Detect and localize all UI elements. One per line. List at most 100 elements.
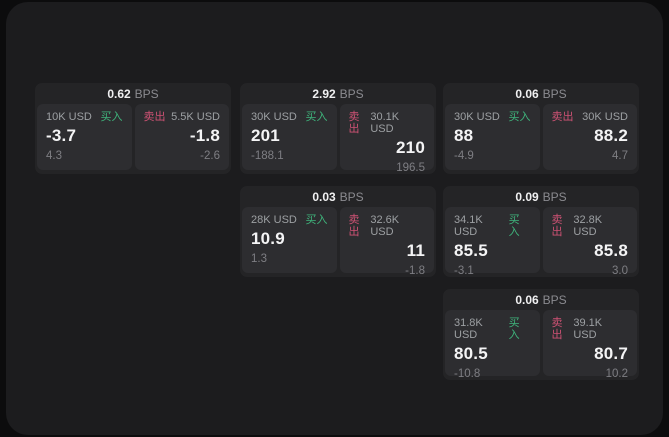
- sell-pane[interactable]: 卖出 32.8K USD 85.8 3.0: [542, 207, 637, 277]
- buy-pane[interactable]: 10K USD 买入 -3.7 4.3: [37, 104, 132, 170]
- sell-pane[interactable]: 卖出 39.1K USD 80.7 10.2: [542, 310, 637, 380]
- sell-amount: 30.1K USD: [370, 111, 400, 135]
- buy-side-label: 买入: [508, 111, 531, 123]
- buy-price: 85.5: [454, 241, 488, 260]
- sell-sub-value: -2.6: [200, 150, 220, 162]
- quote-body: 31.8K USD 买入 80.5 -10.8 卖出 39.1K USD 80.…: [443, 310, 639, 380]
- buy-amount: 28K USD: [251, 214, 297, 226]
- bps-unit-label: BPS: [542, 292, 567, 307]
- sell-amount: 5.5K USD: [171, 111, 220, 123]
- buy-sub-value: 4.3: [46, 150, 62, 162]
- bps-unit-label: BPS: [542, 189, 567, 204]
- sell-price: -1.8: [189, 126, 220, 145]
- sell-price: 210: [396, 138, 425, 157]
- sell-pane-header: 卖出 39.1K USD: [552, 317, 629, 341]
- bps-unit-label: BPS: [542, 86, 567, 101]
- buy-pane-header: 34.1K USD 买入: [454, 214, 531, 238]
- bps-header: 2.92 BPS: [240, 83, 436, 104]
- buy-amount: 34.1K USD: [454, 214, 483, 238]
- sell-side-label: 卖出: [551, 214, 563, 238]
- buy-amount: 31.8K USD: [454, 317, 483, 341]
- buy-price: 10.9: [251, 229, 285, 248]
- buy-side-label: 买入: [305, 214, 328, 226]
- sell-sub-value: -1.8: [405, 265, 425, 277]
- sell-pane-header: 卖出 32.8K USD: [552, 214, 629, 238]
- sell-amount: 32.8K USD: [573, 214, 603, 238]
- sell-sub-value: 196.5: [396, 162, 425, 174]
- quote-body: 30K USD 买入 88 -4.9 卖出 30K USD 88.2 4.7: [443, 104, 639, 170]
- quote-card[interactable]: 0.09 BPS 34.1K USD 买入 85.5 -3.1 卖出 32.8K…: [443, 186, 639, 277]
- buy-price: 201: [251, 126, 280, 145]
- sell-pane-header: 卖出 30.1K USD: [349, 111, 426, 135]
- buy-side-label: 买入: [508, 317, 520, 341]
- sell-sub-value: 10.2: [605, 368, 628, 380]
- bps-header: 0.03 BPS: [240, 186, 436, 207]
- bps-header: 0.62 BPS: [35, 83, 231, 104]
- sell-price: 85.8: [594, 241, 628, 260]
- buy-price: 80.5: [454, 344, 488, 363]
- sell-side-label: 卖出: [551, 111, 574, 123]
- bps-value: 2.92: [312, 86, 336, 101]
- buy-side-label: 买入: [508, 214, 520, 238]
- quote-body: 30K USD 买入 201 -188.1 卖出 30.1K USD 210 1…: [240, 104, 436, 174]
- buy-pane[interactable]: 30K USD 买入 88 -4.9: [445, 104, 540, 170]
- buy-price: 88: [454, 126, 474, 145]
- sell-amount: 32.6K USD: [370, 214, 400, 238]
- bps-unit-label: BPS: [134, 86, 159, 101]
- quote-card[interactable]: 0.06 BPS 31.8K USD 买入 80.5 -10.8 卖出 39.1…: [443, 289, 639, 380]
- bps-unit-label: BPS: [339, 189, 364, 204]
- buy-pane-header: 10K USD 买入: [46, 111, 123, 123]
- bps-value: 0.62: [107, 86, 131, 101]
- bps-value: 0.06: [515, 292, 539, 307]
- sell-side-label: 卖出: [143, 111, 166, 123]
- buy-sub-value: -188.1: [251, 150, 284, 162]
- quote-card[interactable]: 2.92 BPS 30K USD 买入 201 -188.1 卖出 30.1K …: [240, 83, 436, 174]
- buy-pane[interactable]: 31.8K USD 买入 80.5 -10.8: [445, 310, 540, 380]
- buy-side-label: 买入: [305, 111, 328, 123]
- sell-price: 80.7: [594, 344, 628, 363]
- buy-sub-value: 1.3: [251, 253, 267, 265]
- buy-sub-value: -3.1: [454, 265, 474, 277]
- bps-value: 0.06: [515, 86, 539, 101]
- buy-amount: 30K USD: [251, 111, 297, 123]
- sell-side-label: 卖出: [348, 111, 360, 135]
- buy-pane[interactable]: 34.1K USD 买入 85.5 -3.1: [445, 207, 540, 277]
- sell-pane[interactable]: 卖出 32.6K USD 11 -1.8: [339, 207, 434, 277]
- sell-price: 11: [406, 241, 425, 260]
- sell-side-label: 卖出: [551, 317, 563, 341]
- quote-card[interactable]: 0.06 BPS 30K USD 买入 88 -4.9 卖出 30K USD 8…: [443, 83, 639, 174]
- quote-body: 34.1K USD 买入 85.5 -3.1 卖出 32.8K USD 85.8…: [443, 207, 639, 277]
- buy-side-label: 买入: [100, 111, 123, 123]
- sell-amount: 39.1K USD: [573, 317, 603, 341]
- bps-value: 0.09: [515, 189, 539, 204]
- sell-pane[interactable]: 卖出 5.5K USD -1.8 -2.6: [134, 104, 229, 170]
- sell-pane-header: 卖出 5.5K USD: [144, 111, 221, 123]
- buy-sub-value: -4.9: [454, 150, 474, 162]
- sell-amount: 30K USD: [582, 111, 628, 123]
- sell-pane[interactable]: 卖出 30K USD 88.2 4.7: [542, 104, 637, 170]
- bps-unit-label: BPS: [339, 86, 364, 101]
- buy-amount: 30K USD: [454, 111, 500, 123]
- buy-pane[interactable]: 28K USD 买入 10.9 1.3: [242, 207, 337, 273]
- buy-pane[interactable]: 30K USD 买入 201 -188.1: [242, 104, 337, 170]
- sell-pane-header: 卖出 30K USD: [552, 111, 629, 123]
- sell-sub-value: 3.0: [612, 265, 628, 277]
- buy-amount: 10K USD: [46, 111, 92, 123]
- buy-pane-header: 31.8K USD 买入: [454, 317, 531, 341]
- bps-value: 0.03: [312, 189, 336, 204]
- sell-side-label: 卖出: [348, 214, 360, 238]
- bps-header: 0.09 BPS: [443, 186, 639, 207]
- quote-card[interactable]: 0.62 BPS 10K USD 买入 -3.7 4.3 卖出 5.5K USD…: [35, 83, 231, 174]
- quote-card[interactable]: 0.03 BPS 28K USD 买入 10.9 1.3 卖出 32.6K US…: [240, 186, 436, 277]
- buy-pane-header: 30K USD 买入: [251, 111, 328, 123]
- sell-pane-header: 卖出 32.6K USD: [349, 214, 426, 238]
- buy-price: -3.7: [46, 126, 77, 145]
- bps-header: 0.06 BPS: [443, 83, 639, 104]
- buy-pane-header: 28K USD 买入: [251, 214, 328, 226]
- bps-header: 0.06 BPS: [443, 289, 639, 310]
- sell-pane[interactable]: 卖出 30.1K USD 210 196.5: [339, 104, 434, 174]
- buy-sub-value: -10.8: [454, 368, 481, 380]
- buy-pane-header: 30K USD 买入: [454, 111, 531, 123]
- quote-body: 10K USD 买入 -3.7 4.3 卖出 5.5K USD -1.8 -2.…: [35, 104, 231, 170]
